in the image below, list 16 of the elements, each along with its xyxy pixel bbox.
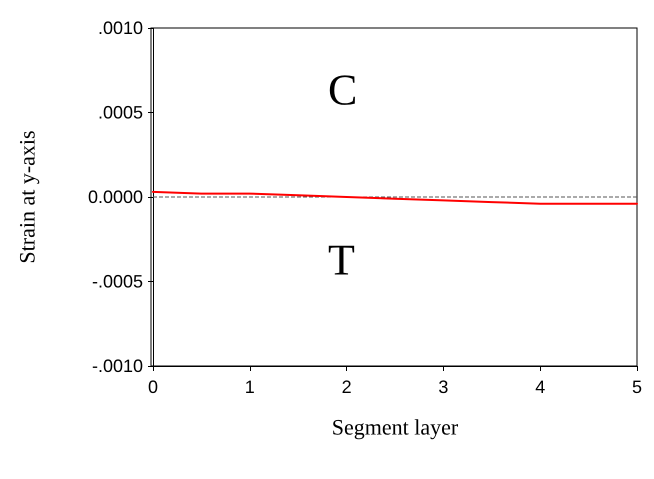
y-tick-label: -.0010 [92,356,143,376]
x-axis-title: Segment layer [332,414,459,440]
y-tick-label: 0.0000 [88,187,143,207]
y-tick-label: .0005 [98,102,143,122]
y-tick-label: .0010 [98,18,143,38]
x-tick-label: 3 [438,377,448,397]
x-tick-label: 1 [244,377,255,397]
x-tick-label: 2 [342,377,352,397]
x-tick-label: 4 [535,377,546,397]
x-tick-label: 5 [632,377,642,397]
annotation: T [328,236,355,284]
annotation: C [328,66,358,114]
line-series [152,190,638,205]
x-tick-label: 0 [148,377,158,397]
y-axis-title: Strain at y-axis [14,130,40,264]
y-tick-label: -.0005 [92,272,143,292]
